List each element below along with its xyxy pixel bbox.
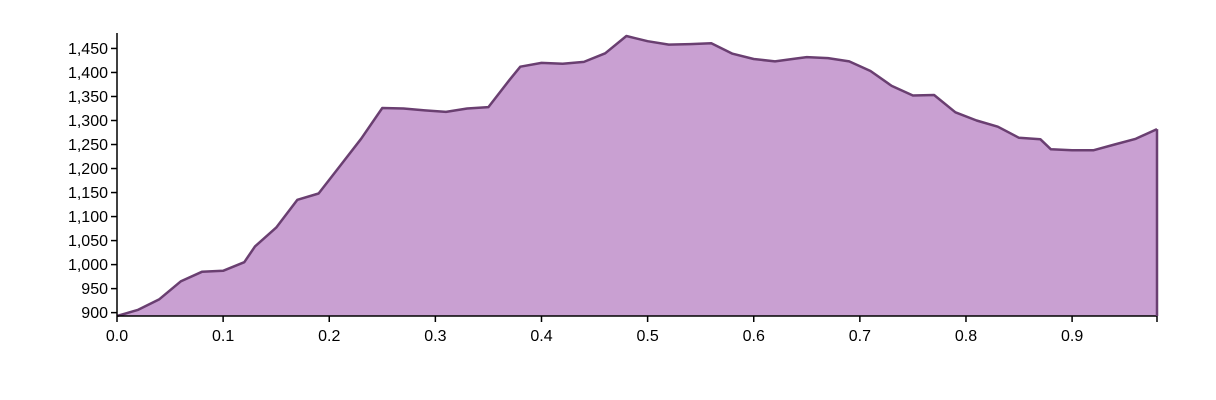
x-tick-label: 0.0 bbox=[106, 328, 128, 345]
y-tick-label: 1,300 bbox=[68, 113, 108, 130]
y-tick-label: 1,000 bbox=[68, 257, 108, 274]
y-tick-label: 950 bbox=[81, 281, 108, 298]
area-fill bbox=[117, 36, 1157, 316]
x-tick-label: 0.9 bbox=[1061, 328, 1083, 345]
x-tick-label: 0.1 bbox=[212, 328, 234, 345]
x-tick-label: 0.3 bbox=[424, 328, 446, 345]
y-tick-label: 1,150 bbox=[68, 185, 108, 202]
y-tick-label: 1,400 bbox=[68, 65, 108, 82]
y-tick-label: 1,050 bbox=[68, 233, 108, 250]
x-tick-label: 0.7 bbox=[849, 328, 871, 345]
x-tick-label: 0.2 bbox=[318, 328, 340, 345]
area-line bbox=[116, 34, 1158, 318]
y-tick-label: 1,450 bbox=[68, 41, 108, 58]
x-tick-label: 0.6 bbox=[743, 328, 765, 345]
y-tick-label: 1,200 bbox=[68, 161, 108, 178]
x-tick-label: 0.8 bbox=[955, 328, 977, 345]
y-tick-label: 1,100 bbox=[68, 209, 108, 226]
y-axis-ticks: 900 950 1,000 1,050 1,100 1,150 1,200 1,250 1,30… bbox=[68, 41, 117, 322]
y-tick-label: 1,350 bbox=[68, 89, 108, 106]
y-tick-label: 900 bbox=[81, 305, 108, 322]
y-tick-label: 1,250 bbox=[68, 137, 108, 154]
x-tick-label: 0.5 bbox=[636, 328, 658, 345]
x-axis-ticks: 0.0 0.1 0.2 0.3 0.4 0.5 0.6 0.7 0.8 0.9 bbox=[106, 316, 1158, 345]
x-tick-label: 0.4 bbox=[530, 328, 552, 345]
